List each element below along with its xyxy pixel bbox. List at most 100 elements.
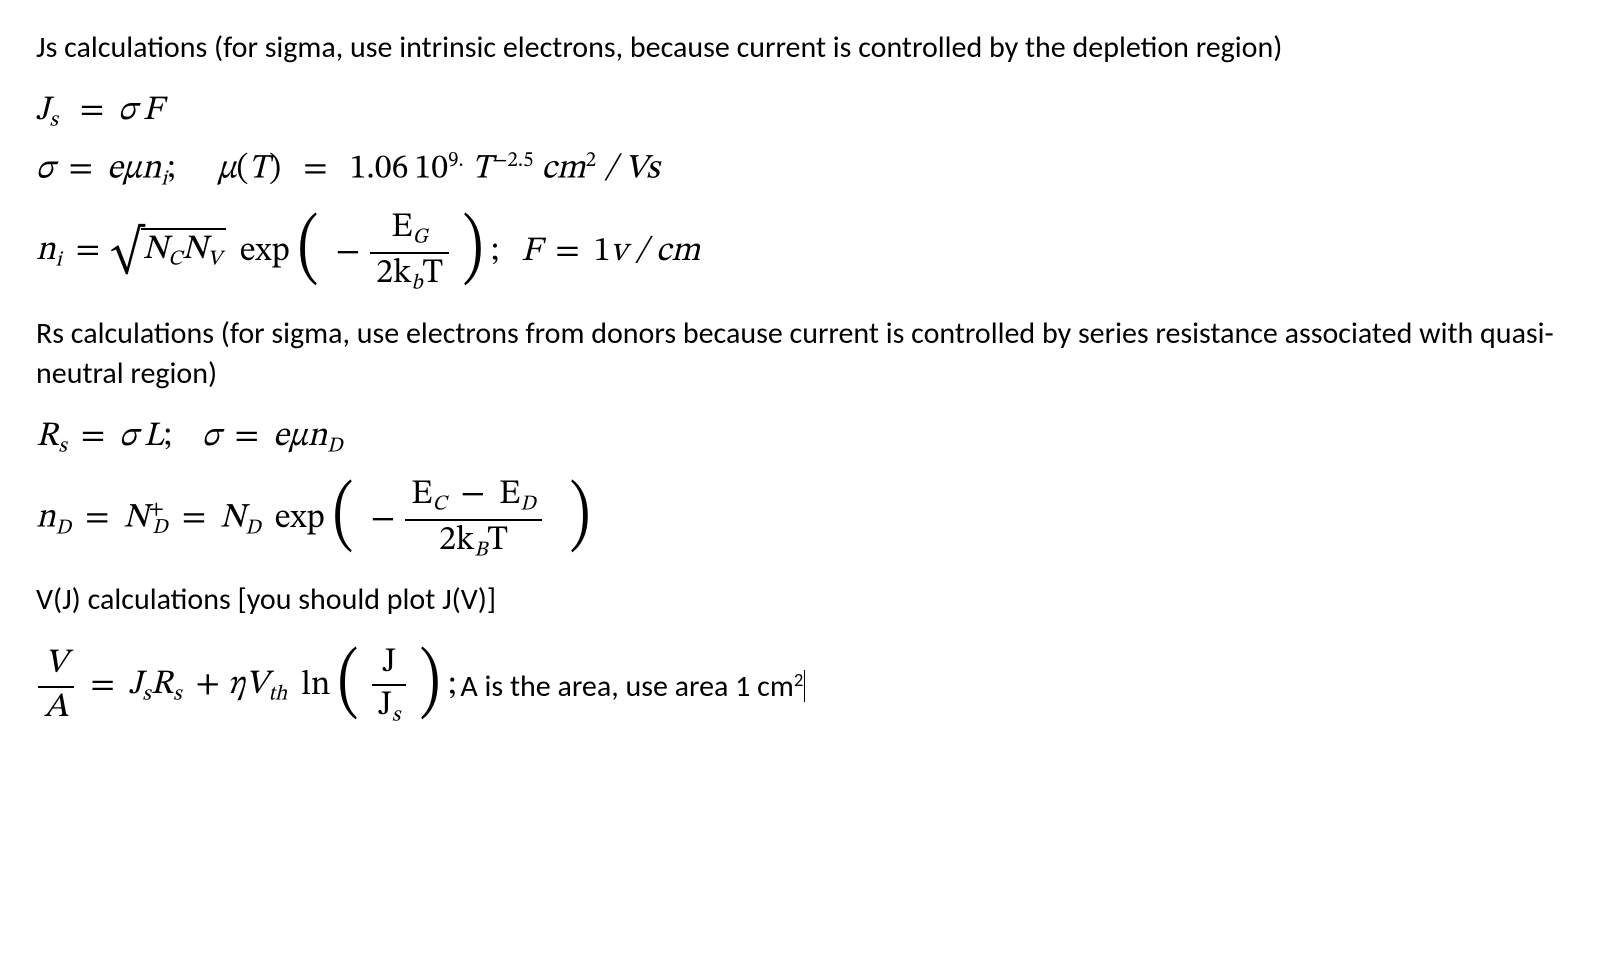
- den-k: k: [393, 257, 411, 291]
- unit-cm: cm: [656, 235, 700, 269]
- sym-L: L: [144, 420, 164, 454]
- sym-ND: N: [220, 501, 245, 535]
- sym-sigma: σ: [119, 420, 138, 454]
- lpar: (: [236, 153, 248, 187]
- sym-v: v: [611, 235, 627, 269]
- num-E1: E: [411, 478, 432, 512]
- paragraph-js-intro: Js calculations (for sigma, use intrinsi…: [36, 28, 1578, 69]
- paren-ln-arg: ( J Js ): [334, 645, 444, 728]
- sqrt: √ NCNV: [110, 228, 226, 277]
- eq-nd: nD = N+D = ND exp ( − EC − ED 2kBT: [36, 477, 1578, 563]
- cm-exp: 2: [586, 151, 596, 172]
- op-plus: +: [195, 668, 219, 702]
- frac-J-Js: J Js: [372, 645, 406, 728]
- eq-sigma-mu: σ = eμni; μ(T) = 1.06109. T−2.5 cm2 / Vs: [36, 150, 1578, 192]
- sym-T2: T: [472, 153, 493, 187]
- frac-Ec-Ed-2kT: EC − ED 2kBT: [405, 477, 542, 563]
- num-J: J: [383, 646, 396, 680]
- sym-mu: μ: [289, 420, 308, 454]
- sub-D: D: [327, 436, 342, 457]
- sym-n: n: [36, 234, 56, 268]
- sub-D: D: [56, 518, 71, 539]
- T2-exp: −2.5: [492, 151, 533, 172]
- sym-R: R: [151, 668, 173, 702]
- den-k: k: [456, 524, 474, 558]
- den-A: A: [44, 691, 68, 725]
- semicolon: ;: [448, 668, 456, 705]
- sub-D3: D: [245, 518, 260, 539]
- op-eq: =: [80, 94, 104, 128]
- fn-exp: exp: [240, 234, 290, 271]
- den-J-sub: s: [392, 706, 400, 727]
- sym-sigma: σ: [36, 153, 55, 187]
- num-E1-sub: C: [432, 494, 446, 515]
- fn-ln: ln: [301, 668, 330, 705]
- sym-T: T: [248, 153, 269, 187]
- den-2: 2: [376, 257, 393, 291]
- frac-V-A: V A: [38, 646, 74, 727]
- one: 1: [594, 235, 611, 269]
- sym-mu: μ: [123, 153, 142, 187]
- sym-mu2: μ: [218, 153, 237, 187]
- den-k-sub: B: [474, 540, 487, 561]
- op-eq: =: [69, 153, 93, 187]
- note-text: A is the area, use area 1 cm: [460, 668, 793, 705]
- sub-V: V: [207, 250, 221, 271]
- sym-n: n: [142, 153, 162, 187]
- sym-R: R: [36, 420, 58, 454]
- den-T: T: [487, 524, 508, 558]
- slash: /: [627, 235, 656, 269]
- den-J: J: [378, 689, 391, 723]
- eq-js-sigma-f: Js = σF: [36, 93, 1578, 133]
- op-eq: =: [90, 668, 114, 705]
- sym-V: V: [245, 668, 268, 702]
- sym-F: F: [143, 94, 163, 128]
- paren-exp-arg: ( − EC − ED 2kBT ): [329, 477, 594, 563]
- num-E2: E: [499, 478, 520, 512]
- sym-e: e: [107, 153, 123, 187]
- sym-J: J: [36, 94, 49, 128]
- sym-NC: N: [143, 233, 168, 267]
- sym-e: e: [273, 420, 289, 454]
- sym-NV: N: [182, 233, 207, 267]
- num-V: V: [45, 647, 68, 681]
- ten-exp: 9.: [448, 151, 464, 172]
- slash: /: [604, 153, 624, 187]
- op-eq2: =: [182, 501, 206, 535]
- sub-s: s: [49, 110, 57, 131]
- minus: −: [336, 236, 360, 270]
- sub-s1: s: [142, 684, 150, 705]
- sub-C: C: [168, 250, 182, 271]
- op-eq2: =: [235, 420, 259, 454]
- sym-sigma2: σ: [202, 420, 221, 454]
- sym-J: J: [129, 668, 142, 702]
- unit-cm: cm: [541, 153, 585, 187]
- op-eq2: =: [303, 153, 327, 187]
- op-eq1: =: [85, 501, 109, 535]
- frac-EG-2kT: EG 2kbT: [370, 210, 449, 296]
- sub-s: s: [58, 436, 66, 457]
- trailing-note: A is the area, use area 1 cm2: [460, 670, 805, 703]
- rpar: ): [269, 153, 281, 187]
- eq-vj: V A = JsRs + ηVth ln ( J Js ) ; A is the…: [36, 645, 1578, 728]
- paren-exp-arg: ( − EG 2kbT ): [294, 210, 487, 296]
- sym-Np: N: [123, 501, 148, 535]
- semicolon: ;: [491, 234, 499, 271]
- ten: 10: [414, 153, 448, 187]
- coef: 1.06: [350, 153, 409, 187]
- op-eq: =: [76, 234, 100, 268]
- sym-sigma: σ: [118, 94, 137, 128]
- eq-rs: Rs = σL; σ = eμnD: [36, 419, 1578, 459]
- den-2: 2: [439, 524, 456, 558]
- semicolon: ;: [167, 153, 175, 187]
- paragraph-rs-intro: Rs calculations (for sigma, use electron…: [36, 314, 1578, 395]
- sym-F: F: [521, 235, 541, 269]
- sym-eta: η: [228, 668, 245, 702]
- semicolon: ;: [164, 420, 172, 454]
- sym-n: n: [308, 420, 328, 454]
- eq-ni: ni = √ NCNV exp ( − EG 2kbT ) ; F =: [36, 210, 1578, 296]
- minus: −: [371, 503, 395, 537]
- unit-Vs: Vs: [624, 153, 659, 187]
- op-eq: =: [81, 420, 105, 454]
- num-E: E: [391, 211, 412, 245]
